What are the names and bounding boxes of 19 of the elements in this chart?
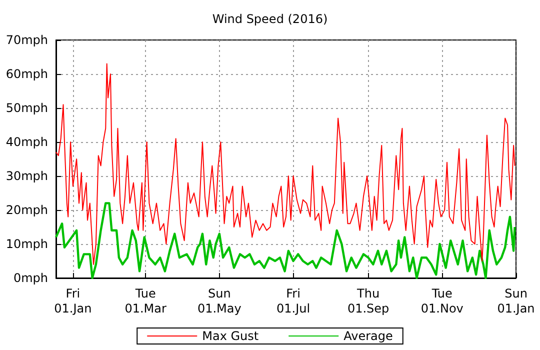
- x-tick-label: Tue 01.Mar: [124, 286, 167, 316]
- y-tick-label: 30mph: [6, 169, 48, 183]
- x-tick-label: Tue 01.Nov: [420, 286, 464, 316]
- legend-label: Average: [344, 329, 393, 343]
- chart-title: Wind Speed (2016): [212, 12, 328, 26]
- y-tick-label: 10mph: [6, 237, 48, 251]
- y-tick-label: 70mph: [6, 33, 48, 47]
- legend-label: Max Gust: [202, 329, 259, 343]
- x-tick-label: Fri 01.Jan: [54, 286, 92, 316]
- x-tick-label: Fri 01.Jul: [276, 286, 310, 316]
- y-tick-label: 40mph: [6, 135, 48, 149]
- x-tick-label: Thu 01.Sep: [347, 286, 390, 316]
- x-tick-label: Sun 01.Jan: [497, 286, 535, 316]
- x-tick-label: Sun 01.May: [197, 286, 242, 316]
- y-tick-label: 0mph: [13, 271, 48, 285]
- y-tick-label: 50mph: [6, 101, 48, 115]
- y-tick-label: 20mph: [6, 203, 48, 217]
- line-series: [56, 63, 516, 265]
- y-tick-label: 60mph: [6, 67, 48, 81]
